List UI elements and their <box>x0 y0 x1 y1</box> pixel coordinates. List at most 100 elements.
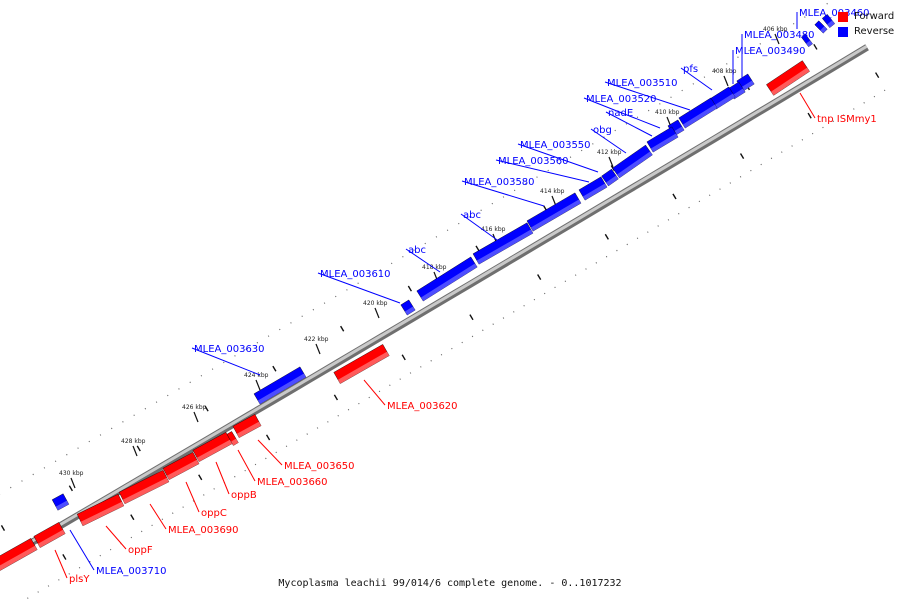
forward-gene-block <box>118 469 170 505</box>
kbp-tick-label: 422 kbp <box>304 336 329 343</box>
inner-track-dots <box>14 86 892 605</box>
forward-gene-block-highlight <box>231 438 239 446</box>
forward-gene-block-highlight <box>337 351 390 384</box>
reverse-gene-block-highlight <box>617 151 653 178</box>
reverse-gene-block-highlight <box>476 229 533 265</box>
reverse-gene-block-highlight <box>827 20 835 28</box>
reverse-gene-9-leader <box>495 159 590 183</box>
forward-gene-block-highlight <box>771 67 810 96</box>
inner-tick-mark <box>62 554 67 560</box>
outer-tick-mark <box>272 365 277 372</box>
kbp-tick-label: 408 kbp <box>712 68 737 75</box>
outer-tick-mark <box>204 405 209 412</box>
legend: Forward Reverse <box>838 9 894 39</box>
reverse-gene-block-highlight <box>404 306 416 316</box>
forward-gene-block-highlight <box>122 477 169 504</box>
reverse-gene-6-leader <box>605 111 653 137</box>
kbp-tick-label: 412 kbp <box>597 149 622 156</box>
reverse-gene-4-label: MLEA_003510 <box>607 78 678 89</box>
reverse-gene-block <box>578 176 608 201</box>
forward-gene-5-leader <box>185 481 200 513</box>
reverse-gene-10-label: MLEA_003580 <box>464 177 535 188</box>
forward-gene-block-highlight <box>0 545 38 571</box>
reverse-gene-block-highlight <box>682 104 718 129</box>
inner-tick-mark <box>265 434 271 441</box>
kbp-tick <box>193 411 199 423</box>
forward-gene-3-label: MLEA_003660 <box>257 477 328 488</box>
kbp-tick-label: 424 kbp <box>244 372 269 379</box>
forward-gene-block <box>162 451 200 481</box>
inner-tick-mark <box>874 72 880 79</box>
reverse-gene-block <box>416 256 478 302</box>
reverse-gene-3-leader <box>680 67 713 91</box>
forward-gene-5-label: oppC <box>201 508 227 519</box>
legend-item-forward: Forward <box>838 9 894 24</box>
reverse-gene-12-label: abc <box>408 245 426 256</box>
inner-tick-mark <box>198 474 203 481</box>
forward-gene-2-leader <box>257 439 283 466</box>
reverse-gene-block-highlight <box>257 373 307 405</box>
forward-gene-8-label: plsY <box>69 574 90 585</box>
reverse-gene-6-label: nadE <box>608 108 633 119</box>
forward-gene-block-highlight <box>37 529 66 548</box>
reverse-gene-9-label: MLEA_003560 <box>498 156 569 167</box>
reverse-gene-block-highlight <box>820 26 828 34</box>
forward-gene-1-leader <box>363 379 386 406</box>
inner-tick-mark <box>333 394 339 401</box>
reverse-gene-5-leader <box>583 97 661 129</box>
forward-gene-7-label: oppF <box>128 545 153 556</box>
reverse-gene-4-leader <box>604 81 691 111</box>
inner-tick-mark <box>537 274 542 280</box>
reverse-swatch <box>838 26 848 37</box>
reverse-gene-block-highlight <box>582 183 608 201</box>
reverse-gene-block-highlight <box>740 80 755 92</box>
reverse-gene-block-highlight <box>606 175 619 186</box>
reverse-gene-block-highlight <box>420 263 478 302</box>
outer-tick-mark <box>136 445 141 452</box>
kbp-tick <box>70 477 76 489</box>
inner-tick-mark <box>672 193 677 200</box>
reverse-gene-7-label: obg <box>593 125 612 136</box>
forward-gene-4-label: oppB <box>231 490 257 501</box>
reverse-gene-1-label: MLEA_003480 <box>744 30 815 41</box>
legend-label-reverse: Reverse <box>854 26 895 37</box>
kbp-tick-label: 420 kbp <box>363 300 388 307</box>
outer-tick-mark <box>68 485 73 492</box>
kbp-tick-label: 416 kbp <box>481 226 506 233</box>
forward-gene-7-leader <box>105 525 127 550</box>
legend-label-forward: Forward <box>854 11 895 22</box>
reverse-gene-11-leader <box>460 213 501 243</box>
forward-gene-3-leader <box>237 449 256 482</box>
forward-gene-block-highlight <box>166 459 200 480</box>
outer-tick-mark <box>340 325 345 332</box>
outer-tick-mark <box>0 525 6 531</box>
kbp-tick-label: 426 kbp <box>182 404 207 411</box>
reverse-gene-7-leader <box>590 128 627 154</box>
forward-gene-block <box>333 344 390 384</box>
reverse-gene-8-leader <box>517 143 599 173</box>
forward-gene-6-leader <box>149 503 167 530</box>
legend-item-reverse: Reverse <box>838 24 894 39</box>
forward-gene-0-leader <box>799 92 816 119</box>
reverse-gene-14-label: MLEA_003630 <box>194 344 265 355</box>
reverse-gene-13-leader <box>317 272 401 304</box>
kbp-tick-label: 430 kbp <box>59 470 84 477</box>
inner-tick-mark <box>807 112 812 119</box>
genome-caption: Mycoplasma leachii 99/014/6 complete gen… <box>278 578 622 589</box>
outer-tick-mark <box>475 245 480 252</box>
kbp-tick <box>132 445 138 457</box>
kbp-tick <box>374 307 380 319</box>
forward-gene-0-label: tnp ISMmy1 <box>817 114 877 125</box>
reverse-gene-block <box>814 20 828 34</box>
inner-tick-mark <box>739 153 745 160</box>
inner-tick-mark <box>130 514 135 521</box>
reverse-gene-14-leader <box>191 347 261 376</box>
reverse-gene-3-label: pfs <box>683 64 698 75</box>
reverse-gene-13-label: MLEA_003610 <box>320 269 391 280</box>
forward-gene-6-label: MLEA_003690 <box>168 525 239 536</box>
inner-tick-mark <box>604 233 609 240</box>
reverse-gene-8-label: MLEA_003550 <box>520 140 591 151</box>
reverse-gene-5-label: MLEA_003520 <box>586 94 657 105</box>
reverse-gene-0-label: MLEA_003460 <box>799 8 870 19</box>
